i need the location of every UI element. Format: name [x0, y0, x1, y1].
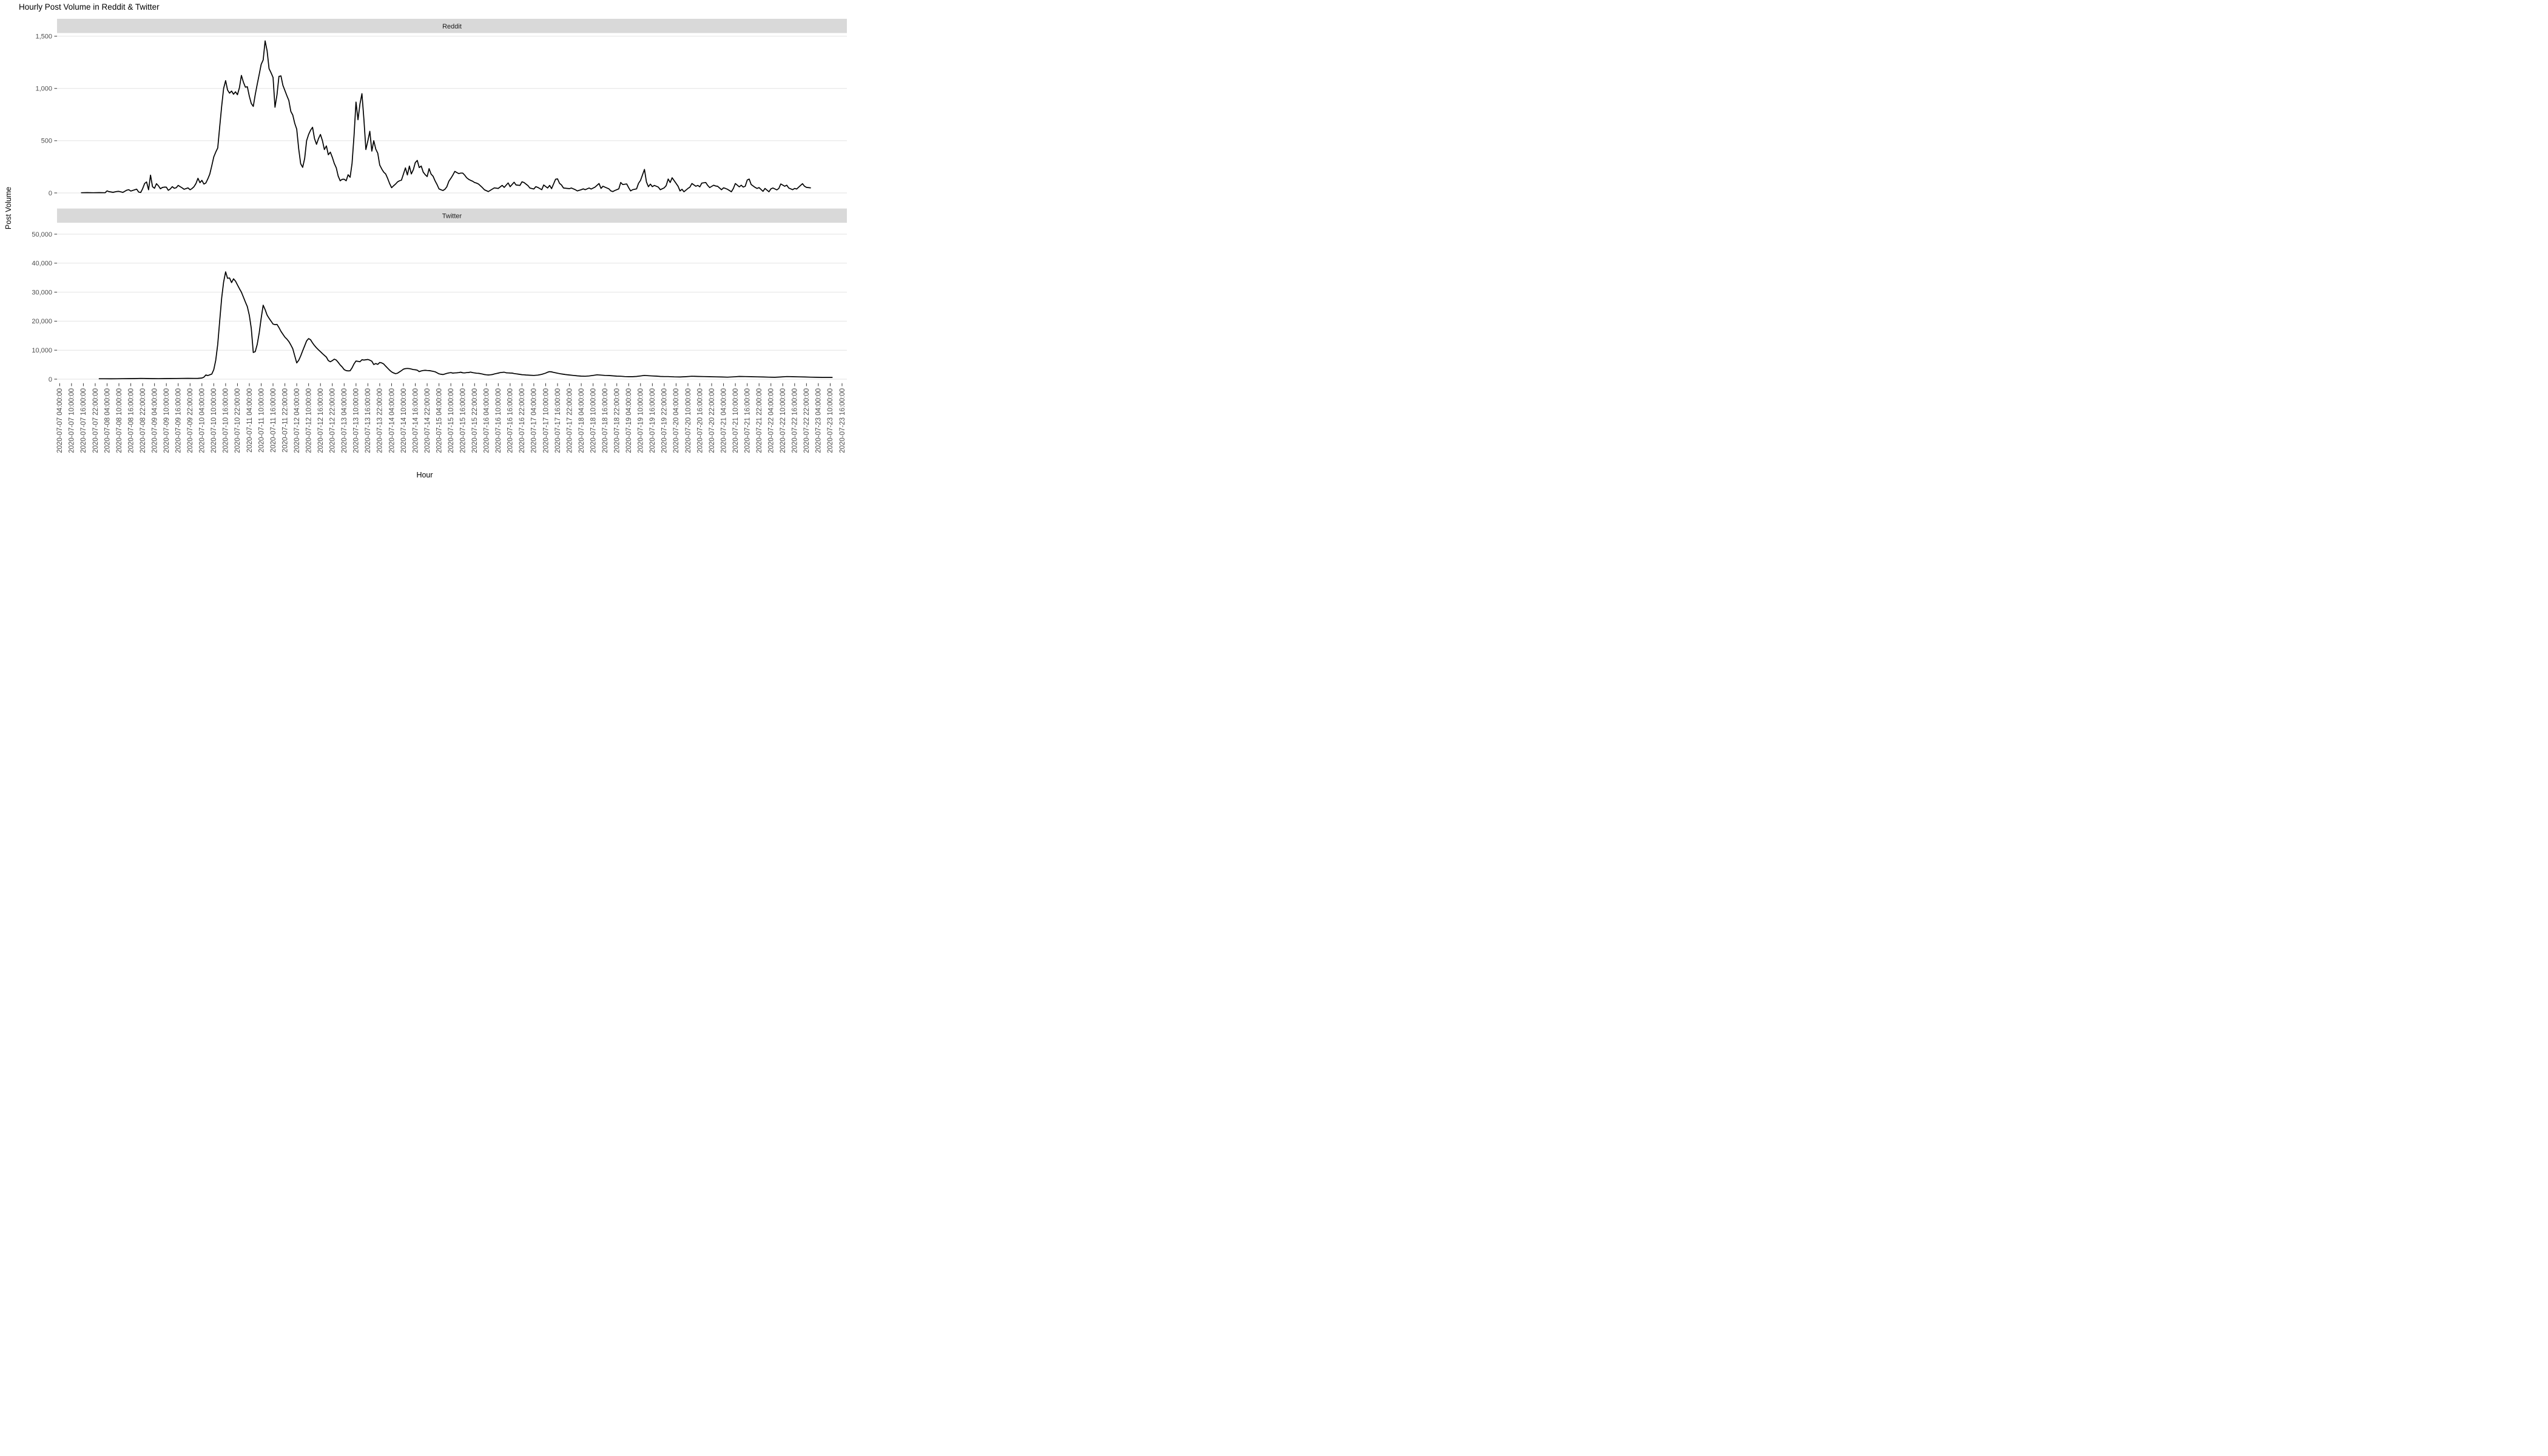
- x-tick-label: 2020-07-17 22:00:00: [566, 388, 573, 453]
- plot-area: Reddit 0 500 1,000 1,500 Twitter 0 10,000 20,000…: [32, 19, 847, 453]
- x-tick-label: 2020-07-07 22:00:00: [92, 388, 99, 453]
- faceted-line-chart: Hourly Post Volume in Reddit & Twitter R…: [0, 0, 849, 485]
- x-tick-label: 2020-07-15 10:00:00: [448, 388, 455, 453]
- x-tick-label: 2020-07-08 22:00:00: [140, 388, 147, 453]
- x-tick-label: 2020-07-16 04:00:00: [484, 388, 491, 453]
- x-tick-label: 2020-07-20 04:00:00: [673, 388, 680, 453]
- x-axis-title: Hour: [416, 471, 433, 479]
- x-tick-label: 2020-07-10 22:00:00: [234, 388, 241, 453]
- y-axis-title-text: Post Volume: [4, 186, 13, 230]
- x-tick-label: 2020-07-14 10:00:00: [400, 388, 408, 453]
- x-tick-label: 2020-07-07 16:00:00: [80, 388, 87, 453]
- x-tick-label: 2020-07-18 22:00:00: [614, 388, 621, 453]
- x-tick-label: 2020-07-20 10:00:00: [685, 388, 692, 453]
- x-tick-label: 2020-07-19 04:00:00: [625, 388, 633, 453]
- y-tick-label: 0: [49, 376, 52, 383]
- x-tick-label: 2020-07-20 22:00:00: [709, 388, 716, 453]
- x-tick-label: 2020-07-22 16:00:00: [792, 388, 799, 453]
- x-tick-label: 2020-07-21 22:00:00: [756, 388, 763, 453]
- x-tick-label: 2020-07-09 22:00:00: [187, 388, 194, 453]
- x-tick-label: 2020-07-17 16:00:00: [554, 388, 562, 453]
- x-tick-label: 2020-07-19 16:00:00: [649, 388, 656, 453]
- x-tick-label: 2020-07-21 10:00:00: [732, 388, 740, 453]
- y-tick-label: 1,000: [35, 86, 52, 93]
- facet-strip-twitter: [57, 208, 847, 223]
- x-tick-label: 2020-07-23 10:00:00: [827, 388, 834, 453]
- x-tick-label: 2020-07-12 22:00:00: [329, 388, 337, 453]
- x-tick-label: 2020-07-15 04:00:00: [436, 388, 443, 453]
- x-tick-label: 2020-07-07 10:00:00: [69, 388, 76, 453]
- x-tick-label: 2020-07-22 22:00:00: [803, 388, 811, 453]
- x-tick-label: 2020-07-12 04:00:00: [294, 388, 301, 453]
- x-tick-label: 2020-07-20 16:00:00: [696, 388, 704, 453]
- x-tick-label: 2020-07-12 10:00:00: [305, 388, 312, 453]
- x-tick-label: 2020-07-14 22:00:00: [424, 388, 431, 453]
- x-tick-label: 2020-07-16 10:00:00: [495, 388, 502, 453]
- x-tick-label: 2020-07-17 04:00:00: [531, 388, 538, 453]
- x-tick-label: 2020-07-23 04:00:00: [815, 388, 823, 453]
- x-tick-label: 2020-07-14 04:00:00: [388, 388, 396, 453]
- x-tick-label: 2020-07-21 16:00:00: [744, 388, 751, 453]
- chart-title: Hourly Post Volume in Reddit & Twitter: [19, 2, 160, 12]
- x-tick-label: 2020-07-13 10:00:00: [353, 388, 360, 453]
- x-tick-label: 2020-07-08 10:00:00: [116, 388, 123, 453]
- x-tick-label: 2020-07-13 22:00:00: [377, 388, 384, 453]
- x-tick-label: 2020-07-19 22:00:00: [661, 388, 669, 453]
- x-tick-label: 2020-07-18 04:00:00: [578, 388, 585, 453]
- x-tick-label: 2020-07-08 04:00:00: [104, 388, 111, 453]
- x-tick-label: 2020-07-10 16:00:00: [223, 388, 230, 453]
- x-tick-label: 2020-07-11 04:00:00: [246, 388, 254, 453]
- x-tick-label: 2020-07-09 10:00:00: [163, 388, 170, 453]
- y-tick-label: 0: [49, 190, 52, 197]
- x-tick-label: 2020-07-13 16:00:00: [365, 388, 372, 453]
- y-tick-label: 20,000: [32, 318, 52, 325]
- x-tick-label: 2020-07-18 16:00:00: [602, 388, 609, 453]
- x-tick-label: 2020-07-18 10:00:00: [590, 388, 597, 453]
- facet-strip-reddit: [57, 19, 847, 33]
- x-tick-label: 2020-07-07 04:00:00: [56, 388, 64, 453]
- x-tick-label: 2020-07-21 04:00:00: [720, 388, 727, 453]
- x-tick-label: 2020-07-10 10:00:00: [211, 388, 218, 453]
- x-tick-label: 2020-07-23 16:00:00: [839, 388, 846, 453]
- y-tick-label: 50,000: [32, 231, 52, 238]
- y-tick-label: 10,000: [32, 347, 52, 354]
- facet-strip-label-reddit: Reddit: [442, 23, 462, 30]
- x-tick-label: 2020-07-11 16:00:00: [270, 388, 277, 453]
- series-line-reddit: [81, 40, 811, 194]
- y-tick-label: 1,500: [35, 33, 52, 40]
- facet-strip-label-twitter: Twitter: [442, 212, 462, 220]
- x-tick-label: 2020-07-15 22:00:00: [471, 388, 479, 453]
- y-tick-label: 40,000: [32, 260, 52, 268]
- x-tick-label: 2020-07-15 16:00:00: [459, 388, 467, 453]
- x-tick-label: 2020-07-09 16:00:00: [175, 388, 183, 453]
- x-tick-label: 2020-07-13 04:00:00: [341, 388, 348, 453]
- y-tick-label: 30,000: [32, 289, 52, 296]
- x-tick-label: 2020-07-10 04:00:00: [199, 388, 206, 453]
- x-tick-label: 2020-07-16 16:00:00: [507, 388, 514, 453]
- x-tick-label: 2020-07-16 22:00:00: [519, 388, 526, 453]
- y-tick-label: 500: [41, 138, 52, 145]
- x-tick-label: 2020-07-22 10:00:00: [780, 388, 787, 453]
- x-tick-label: 2020-07-11 10:00:00: [258, 388, 265, 453]
- series-line-twitter: [98, 271, 833, 380]
- x-tick-label: 2020-07-14 16:00:00: [412, 388, 419, 453]
- x-tick-label: 2020-07-22 04:00:00: [768, 388, 775, 453]
- x-tick-label: 2020-07-19 10:00:00: [638, 388, 645, 453]
- x-tick-label: 2020-07-08 16:00:00: [127, 388, 135, 453]
- x-tick-label: 2020-07-17 10:00:00: [542, 388, 550, 453]
- x-tick-label: 2020-07-12 16:00:00: [317, 388, 325, 453]
- x-tick-label: 2020-07-09 04:00:00: [151, 388, 158, 453]
- x-tick-label: 2020-07-11 22:00:00: [281, 388, 289, 453]
